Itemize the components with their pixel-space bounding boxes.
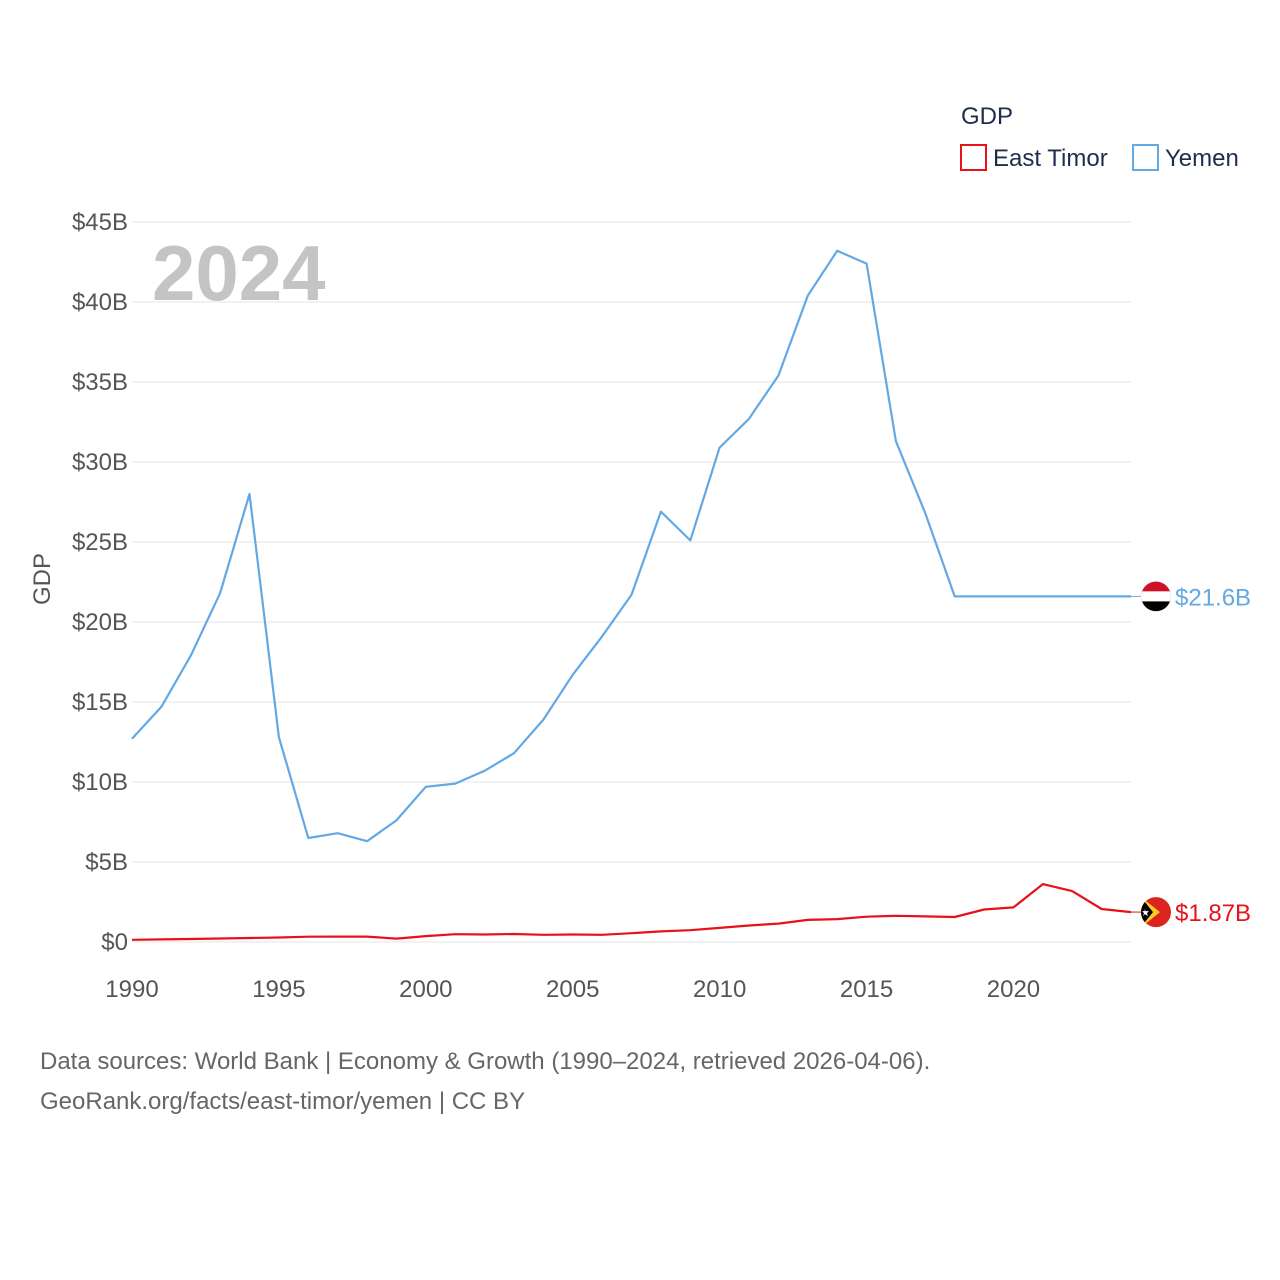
y-tick-label: $30B: [72, 449, 128, 476]
y-axis-ticks: $0 $5B $10B $15B $20B $25B $30B $35B $40B $45B: [72, 209, 128, 956]
x-tick-label: 2005: [546, 976, 599, 1003]
legend-item-east-timor[interactable]: East Timor: [960, 144, 1108, 172]
x-tick-label: 2020: [987, 976, 1040, 1003]
series-lines: [131, 249, 1141, 941]
gridlines: [132, 221, 1131, 943]
y-axis-label: GDP: [29, 553, 56, 605]
yemen-flag-icon: [1140, 581, 1172, 612]
legend-label-yemen: Yemen: [1165, 145, 1239, 172]
x-tick-label: 1990: [105, 976, 158, 1003]
y-tick-label: $35B: [72, 369, 128, 396]
series-line-yemen[interactable]: [131, 249, 1131, 843]
x-tick-label: 2015: [840, 976, 893, 1003]
end-label-yemen: $21.6B: [1175, 584, 1251, 611]
x-axis-ticks: 1990 1995 2000 2005 2010 2015 2020: [105, 976, 1040, 1003]
x-tick-label: 2000: [399, 976, 452, 1003]
footer-sources: Data sources: World Bank | Economy & Gro…: [40, 1048, 931, 1075]
legend-title: GDP: [961, 103, 1013, 130]
y-tick-label: $25B: [72, 529, 128, 556]
legend-label-east-timor: East Timor: [993, 145, 1108, 172]
gdp-chart: $0 $5B $10B $15B $20B $25B $30B $35B $40B $45B 19…: [29, 103, 1251, 1003]
y-tick-label: $0: [101, 929, 128, 956]
year-label: 2024: [152, 229, 326, 317]
footer: Data sources: World Bank | Economy & Gro…: [40, 1042, 930, 1122]
legend-swatch-east-timor: [960, 144, 987, 171]
y-tick-label: $15B: [72, 689, 128, 716]
end-label-east-timor: $1.87B: [1175, 900, 1251, 927]
y-tick-label: $45B: [72, 209, 128, 236]
series-line-east-timor[interactable]: [131, 882, 1132, 941]
east-timor-flag-icon: [1141, 897, 1171, 928]
legend-item-yemen[interactable]: Yemen: [1132, 144, 1239, 172]
y-tick-label: $20B: [72, 609, 128, 636]
x-tick-label: 1995: [252, 976, 305, 1003]
y-tick-label: $10B: [72, 769, 128, 796]
y-tick-label: $5B: [85, 849, 128, 876]
x-tick-label: 2010: [693, 976, 746, 1003]
y-tick-label: $40B: [72, 289, 128, 316]
footer-link[interactable]: GeoRank.org/facts/east-timor/yemen | CC …: [40, 1088, 526, 1115]
legend-swatch-yemen: [1132, 144, 1159, 171]
